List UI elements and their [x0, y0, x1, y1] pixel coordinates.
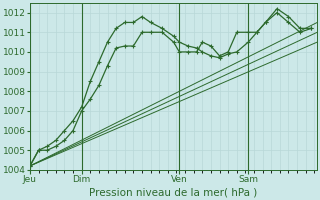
X-axis label: Pression niveau de la mer( hPa ): Pression niveau de la mer( hPa ) — [90, 187, 258, 197]
